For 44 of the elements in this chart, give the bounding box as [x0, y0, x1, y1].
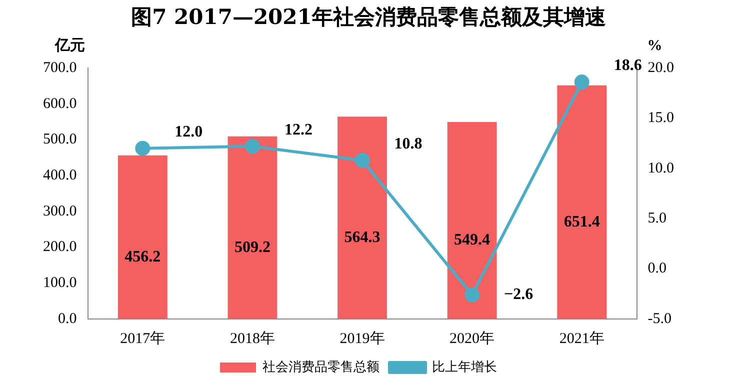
y2-axis-title: %: [647, 38, 662, 54]
y2-tick-label: 5.0: [648, 210, 666, 227]
y-tick-label: 500.0: [43, 132, 77, 148]
y2-tick-label: 10.0: [648, 160, 674, 176]
x-tick-label: 2020年: [450, 330, 495, 347]
y2-tick-label: 0.0: [648, 260, 666, 277]
y-tick-label: 400.0: [43, 168, 77, 184]
y-axis-title: 亿元: [54, 36, 85, 54]
data-label: 549.4: [454, 232, 490, 249]
point: [574, 74, 590, 90]
x-tick-label: 2021年: [559, 330, 604, 347]
y2-tick-label: 15.0: [648, 110, 674, 126]
point: [244, 138, 260, 154]
data-label: −2.6: [504, 286, 534, 304]
bar: [228, 136, 278, 319]
y-tick-label: 700.0: [43, 60, 77, 76]
data-label: 12.0: [174, 123, 203, 140]
data-label: 10.8: [394, 136, 422, 153]
bar: [118, 155, 168, 319]
y2-tick-label: -5.0: [648, 310, 672, 327]
data-label: 456.2: [124, 248, 161, 266]
x-tick-label: 2018年: [230, 330, 275, 347]
data-label: 564.3: [344, 228, 380, 246]
bar: [447, 122, 497, 319]
point: [135, 140, 150, 156]
data-label: 12.2: [284, 121, 312, 138]
data-label: 651.4: [564, 213, 600, 230]
y-tick-label: 600.0: [43, 96, 77, 112]
bar: [557, 85, 607, 319]
data-label: 509.2: [234, 238, 270, 256]
x-tick-label: 2019年: [340, 330, 385, 347]
y-tick-label: 300.0: [43, 203, 77, 220]
legend-label: 社会消费品零售总额: [262, 360, 380, 375]
point: [464, 287, 480, 302]
point: [354, 152, 370, 168]
chart-title: 图7 2017—2021年社会消费品零售总额及其增速: [130, 3, 607, 31]
y-tick-label: 200.0: [43, 239, 77, 256]
legend-label: 比上年增长: [432, 360, 497, 375]
y-tick-label: 0.0: [58, 310, 77, 327]
y-tick-label: 100.0: [43, 275, 77, 292]
bar: [338, 116, 387, 319]
data-label: 18.6: [614, 57, 642, 74]
y2-tick-label: 20.0: [648, 60, 674, 76]
x-tick-label: 2017年: [120, 330, 166, 347]
